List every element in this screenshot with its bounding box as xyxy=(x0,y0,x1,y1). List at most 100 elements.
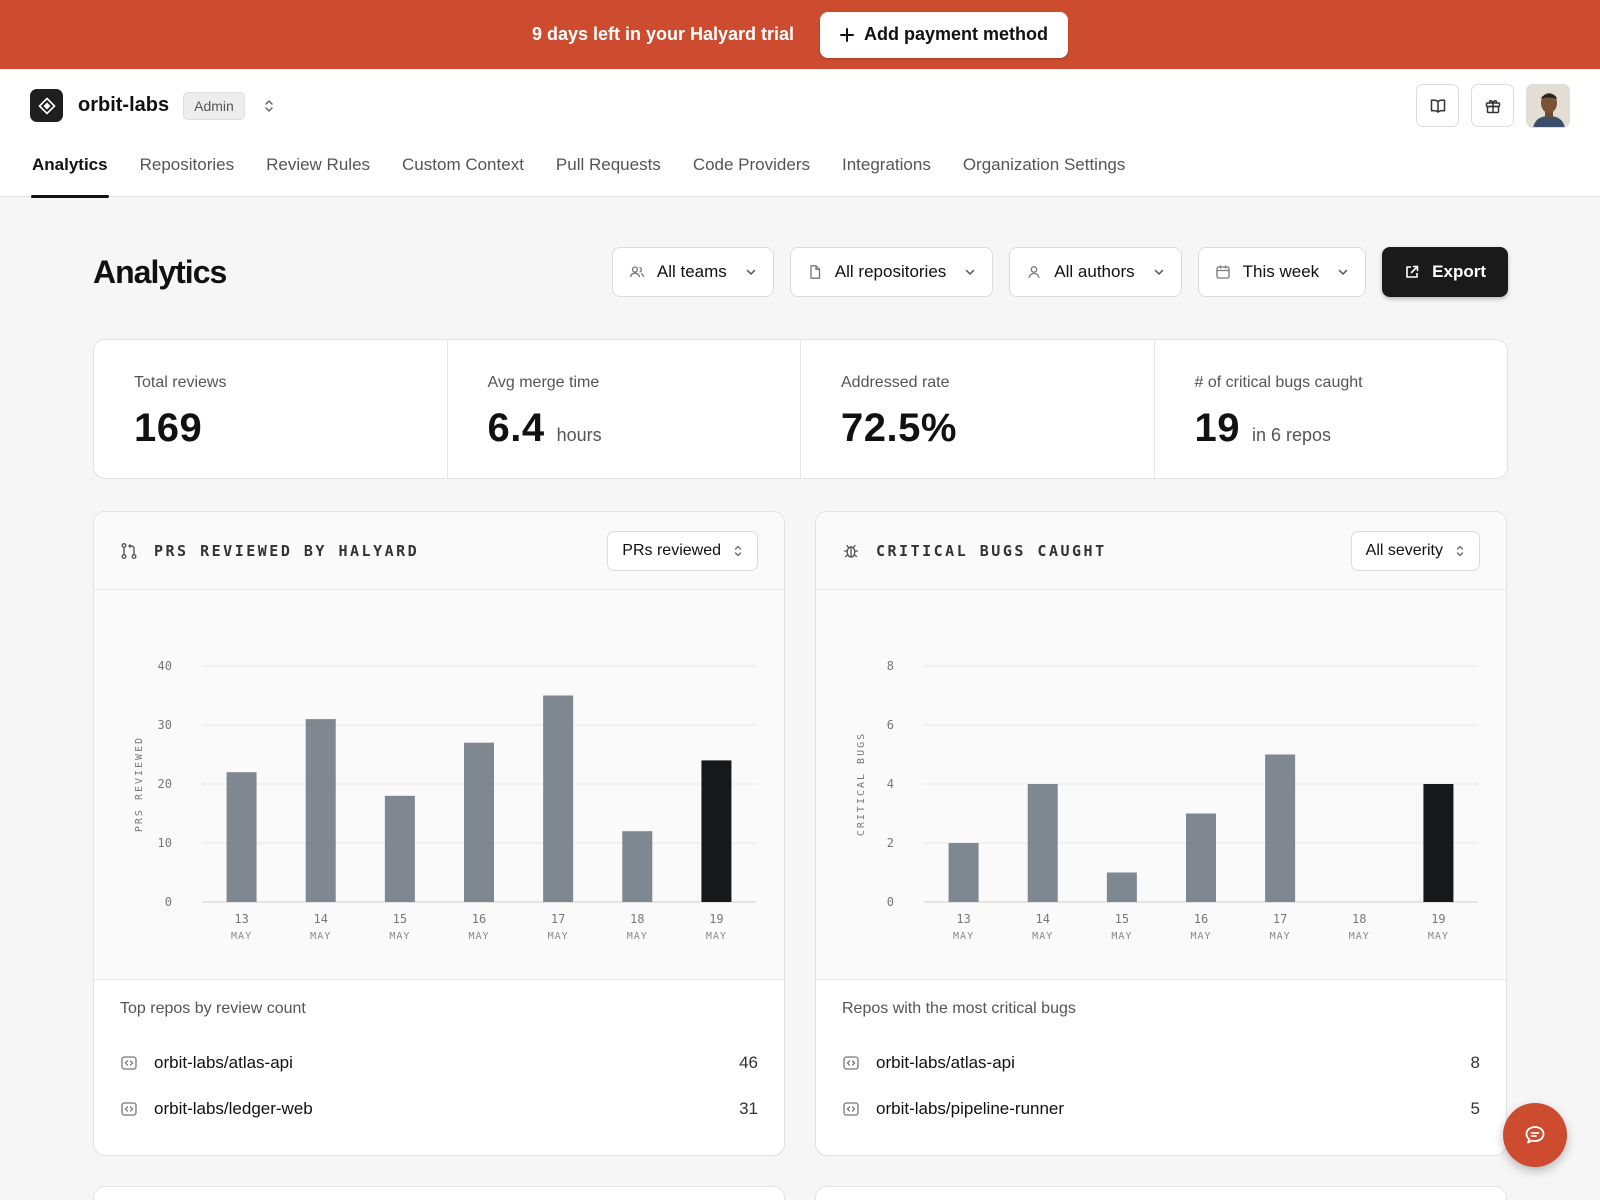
docs-button[interactable] xyxy=(1416,84,1459,127)
tab-review-rules[interactable]: Review Rules xyxy=(266,155,371,174)
critical-bugs-bar-chart: 0 2 4 6 8 CRITICAL BUGS 13 MAY 14 MAY 15 MAY 16 MAY 17… xyxy=(856,659,1478,942)
export-label: Export xyxy=(1432,262,1486,281)
x-tick-sublabel: MAY xyxy=(1111,931,1132,942)
y-tick-label: 40 xyxy=(158,659,172,673)
x-tick-sublabel: MAY xyxy=(1349,931,1370,942)
chevron-down-icon xyxy=(966,269,975,276)
stat-value: 6.4 xyxy=(487,406,545,450)
bar xyxy=(1027,784,1058,902)
chat-button[interactable] xyxy=(1503,1103,1567,1167)
stat-label: Avg merge time xyxy=(487,374,600,391)
gift-button[interactable] xyxy=(1471,84,1514,127)
prs-reviewed-bar-chart: 0 10 20 30 40 PRS REVIEWED 13 MAY 14 MAY 15 MAY 16 MA… xyxy=(134,659,756,942)
repositories-filter[interactable]: All repositories xyxy=(789,247,994,297)
x-tick-label: 19 xyxy=(709,912,723,926)
x-tick-sublabel: MAY xyxy=(953,931,974,942)
chevron-down-icon xyxy=(1338,269,1348,276)
tab-code-providers[interactable]: Code Providers xyxy=(692,155,810,174)
metric-select-value: PRs reviewed xyxy=(622,541,721,559)
repo-row[interactable]: orbit-labs/pipeline-runner 5 xyxy=(842,1086,1480,1132)
repo-row[interactable]: orbit-labs/ledger-web 31 xyxy=(120,1086,758,1132)
code-icon xyxy=(121,1056,137,1070)
x-tick-label: 15 xyxy=(393,912,407,926)
stat-avg-merge-time: Avg merge time 6.4 hours xyxy=(448,340,801,478)
card-title: CRITICAL BUGS CAUGHT xyxy=(876,541,1107,560)
x-tick-sublabel: MAY xyxy=(627,931,648,942)
avatar[interactable] xyxy=(1526,84,1570,128)
card-header: CRITICAL BUGS CAUGHT All severity xyxy=(816,512,1506,590)
x-tick-sublabel: MAY xyxy=(310,931,331,942)
severity-select[interactable]: All severity xyxy=(1350,530,1480,571)
x-tick-label: 13 xyxy=(956,912,970,926)
repositories-filter-label: All repositories xyxy=(834,262,947,281)
stats-summary: Total reviews 169 Avg merge time 6.4 hour… xyxy=(93,339,1508,479)
trial-banner-text: 9 days left in your Halyard trial xyxy=(531,24,795,44)
org-name: orbit-labs xyxy=(78,94,170,116)
tab-organization-settings[interactable]: Organization Settings xyxy=(962,155,1126,174)
prs-reviewed-card: PRS REVIEWED BY HALYARD PRs reviewed 0 10… xyxy=(93,511,785,1156)
gift-icon xyxy=(1485,99,1500,113)
bug-icon xyxy=(843,544,859,558)
main-nav: Analytics Repositories Review Rules Cust… xyxy=(16,155,1141,198)
y-tick-label: 6 xyxy=(887,718,894,732)
bar xyxy=(1106,872,1137,902)
chevron-up-down-icon[interactable] xyxy=(263,98,275,114)
bar xyxy=(948,843,979,902)
code-icon xyxy=(121,1102,137,1116)
tab-integrations[interactable]: Integrations xyxy=(841,155,931,174)
card-header: PRS REVIEWED BY HALYARD PRs reviewed xyxy=(94,512,784,590)
app-header: orbit-labs Admin Analytics Repositories … xyxy=(0,69,1600,198)
stat-label: Total reviews xyxy=(134,374,227,391)
repo-name: orbit-labs/pipeline-runner xyxy=(876,1099,1065,1118)
x-tick-label: 17 xyxy=(551,912,565,926)
x-tick-sublabel: MAY xyxy=(389,931,410,942)
period-filter[interactable]: This week xyxy=(1197,247,1367,297)
x-tick-sublabel: MAY xyxy=(1190,931,1211,942)
footer-title: Top repos by review count xyxy=(120,1000,306,1017)
chart-area: 0 10 20 30 40 PRS REVIEWED 13 MAY 14 MAY 15 MAY 16 MA… xyxy=(94,590,784,980)
bar xyxy=(1423,784,1454,902)
tab-custom-context[interactable]: Custom Context xyxy=(402,155,524,174)
y-tick-label: 30 xyxy=(158,718,172,732)
repo-row[interactable]: orbit-labs/atlas-api 8 xyxy=(842,1040,1480,1086)
authors-filter[interactable]: All authors xyxy=(1009,247,1182,297)
x-tick-label: 19 xyxy=(1431,912,1445,926)
chevron-up-down-icon xyxy=(1456,545,1464,556)
teams-filter[interactable]: All teams xyxy=(611,247,774,297)
x-tick-sublabel: MAY xyxy=(706,931,727,942)
add-payment-method-label: Add payment method xyxy=(864,24,1049,44)
add-payment-method-button[interactable]: Add payment method xyxy=(820,11,1069,58)
tab-analytics[interactable]: Analytics xyxy=(16,155,124,198)
diamond-logo-icon xyxy=(37,96,56,115)
code-icon xyxy=(843,1056,859,1070)
x-tick-label: 18 xyxy=(1352,912,1366,926)
header-actions xyxy=(1416,84,1570,128)
x-tick-label: 18 xyxy=(630,912,644,926)
repo-count: 8 xyxy=(1470,1053,1480,1072)
y-axis-label: PRS REVIEWED xyxy=(134,736,145,832)
stat-unit: in 6 repos xyxy=(1252,425,1332,445)
stat-label: # of critical bugs caught xyxy=(1194,374,1363,391)
x-tick-sublabel: MAY xyxy=(1270,931,1291,942)
metric-select[interactable]: PRs reviewed xyxy=(607,530,758,571)
repo-count: 5 xyxy=(1470,1099,1480,1118)
bar xyxy=(226,772,257,902)
tab-repositories[interactable]: Repositories xyxy=(139,155,235,174)
tab-pull-requests[interactable]: Pull Requests xyxy=(555,155,661,174)
org-switcher[interactable]: orbit-labs Admin xyxy=(30,89,275,122)
stat-value: 169 xyxy=(134,406,203,450)
chat-bubble-icon xyxy=(1525,1126,1545,1144)
bar xyxy=(305,719,336,902)
stat-label: Addressed rate xyxy=(841,374,950,391)
repo-row[interactable]: orbit-labs/atlas-api 46 xyxy=(120,1040,758,1086)
bar xyxy=(1265,754,1296,902)
next-card xyxy=(815,1186,1507,1200)
x-tick-sublabel: MAY xyxy=(468,931,489,942)
export-button[interactable]: Export xyxy=(1382,247,1508,297)
critical-bugs-card: CRITICAL BUGS CAUGHT All severity 0 2 4 6 8 C… xyxy=(815,511,1507,1156)
x-tick-label: 16 xyxy=(1194,912,1208,926)
y-tick-label: 10 xyxy=(158,836,172,850)
card-footer: Repos with the most critical bugs orbit-… xyxy=(816,980,1506,1152)
stat-addressed-rate: Addressed rate 72.5% xyxy=(801,340,1155,478)
calendar-icon xyxy=(1215,265,1230,279)
